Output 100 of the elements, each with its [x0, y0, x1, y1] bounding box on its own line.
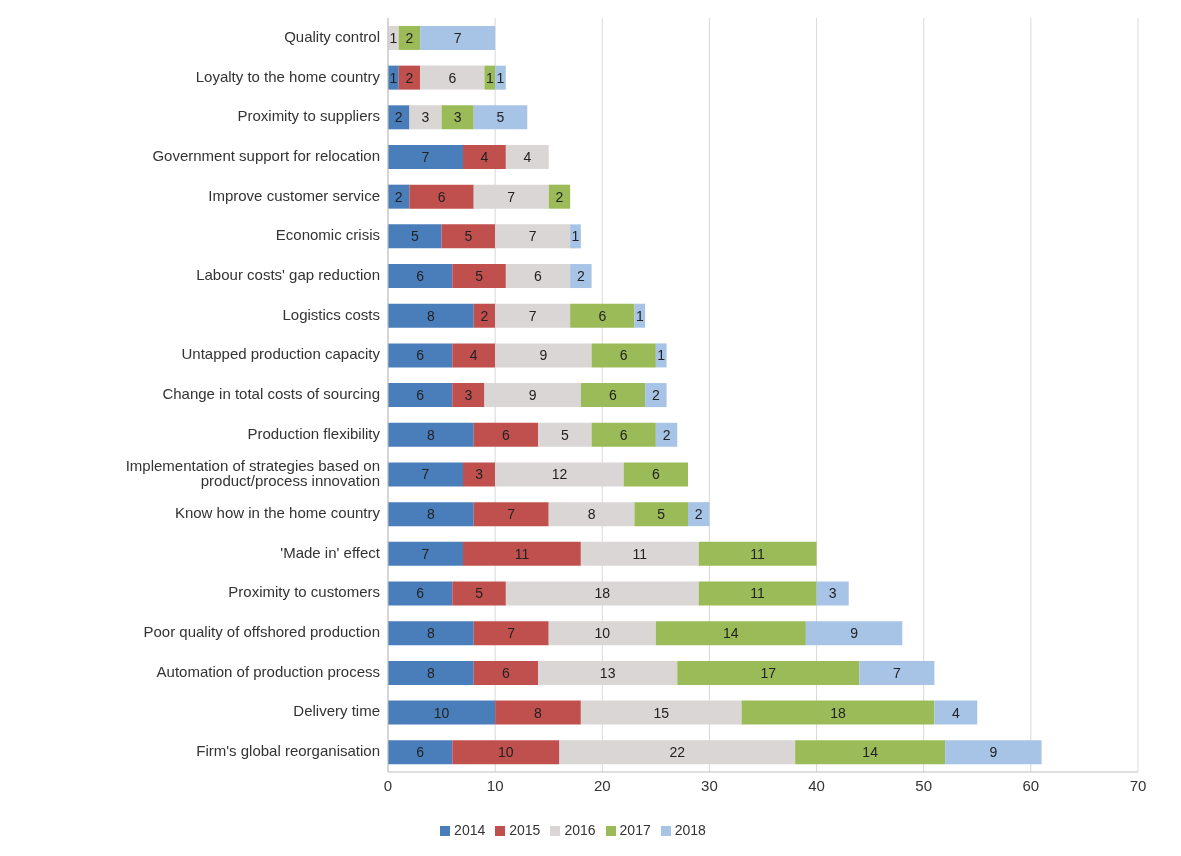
bar [473, 502, 549, 527]
data-label: 6 [416, 744, 425, 761]
data-label: 7 [893, 664, 902, 681]
data-label: 3 [475, 466, 484, 483]
x-tick-label: 50 [915, 776, 933, 794]
data-label: 7 [507, 506, 516, 523]
data-label: 2 [662, 426, 671, 443]
data-label: 9 [528, 387, 537, 404]
bar [934, 700, 978, 725]
data-label: 13 [599, 664, 616, 681]
data-label: 11 [632, 545, 648, 562]
bar [388, 422, 474, 447]
y-tick-label: Logistics costs [282, 305, 380, 323]
bar [484, 65, 496, 90]
bar [570, 224, 581, 249]
bar [388, 581, 453, 606]
data-label: 6 [416, 585, 425, 602]
data-label: 8 [587, 506, 596, 523]
bar [580, 383, 646, 408]
data-label: 8 [426, 307, 435, 324]
data-label: 2 [694, 506, 703, 523]
data-label: 9 [989, 744, 998, 761]
data-label: 10 [594, 625, 611, 642]
data-label: 5 [560, 426, 569, 443]
x-tick-label: 30 [701, 776, 718, 794]
bar [388, 660, 474, 685]
data-label: 5 [657, 506, 666, 523]
bar [452, 264, 506, 289]
bar [388, 740, 453, 765]
bar [388, 303, 474, 328]
bar [591, 343, 656, 368]
data-label: 4 [951, 704, 960, 721]
bar [795, 740, 946, 765]
x-tick-label: 10 [486, 776, 504, 794]
bar [441, 105, 474, 130]
bar [398, 25, 421, 50]
data-label: 2 [480, 307, 489, 324]
data-label: 10 [498, 744, 514, 761]
data-label: 8 [534, 704, 543, 721]
bar [388, 383, 453, 408]
data-label: 6 [416, 347, 425, 364]
bar [505, 144, 549, 169]
bar [570, 303, 635, 328]
data-label: 9 [850, 625, 859, 642]
y-tick-label: Government support for relocation [152, 146, 380, 164]
y-tick-label: Production flexibility [247, 424, 381, 442]
data-label: 22 [669, 744, 686, 761]
y-tick-label: Firm's global reorganisation [196, 742, 380, 760]
bar [473, 422, 538, 447]
data-label: 8 [426, 506, 435, 523]
x-tick-label: 70 [1129, 776, 1147, 794]
bar [677, 660, 860, 685]
data-label: 6 [651, 466, 660, 483]
data-label: 17 [760, 664, 777, 681]
bar [634, 502, 688, 527]
data-label: 1 [496, 69, 505, 86]
data-label: 6 [416, 387, 425, 404]
data-label: 7 [421, 545, 430, 562]
data-label: 6 [416, 268, 425, 285]
data-label: 8 [426, 426, 435, 443]
bar [452, 343, 496, 368]
data-label: 14 [723, 625, 739, 642]
data-label: 7 [528, 307, 537, 324]
y-tick-label: Proximity to suppliers [237, 107, 380, 125]
data-label: 18 [594, 585, 611, 602]
data-label: 2 [555, 188, 564, 205]
bar [473, 105, 528, 130]
y-tick-label: Improve customer service [208, 186, 380, 204]
bar [495, 65, 506, 90]
bar [452, 581, 506, 606]
data-label: 2 [651, 387, 660, 404]
y-tick-label: Untapped production capacity [181, 345, 381, 363]
data-label: 1 [485, 69, 494, 86]
data-label: 14 [862, 744, 879, 761]
bar [388, 224, 442, 249]
bar [473, 660, 538, 685]
bar [463, 541, 581, 566]
y-tick-label: Change in total costs of sourcing [162, 384, 380, 402]
bar [388, 541, 463, 566]
data-label: 3 [453, 109, 462, 126]
data-label: 2 [394, 188, 403, 205]
data-label: 1 [571, 228, 580, 245]
data-label: 6 [501, 426, 510, 443]
data-label: 12 [551, 466, 568, 483]
bar [505, 264, 571, 289]
bar [655, 621, 806, 646]
data-label: 6 [609, 387, 618, 404]
legend-label: 2018 [674, 822, 706, 838]
bar [859, 660, 935, 685]
data-label: 4 [469, 347, 478, 364]
data-label: 6 [619, 347, 628, 364]
data-label: 1 [389, 69, 398, 86]
data-label: 11 [750, 545, 766, 562]
data-label: 2 [405, 29, 414, 46]
bar [538, 422, 592, 447]
data-label: 7 [421, 148, 430, 165]
y-tick-label: Labour costs' gap reduction [196, 265, 380, 283]
data-label: 1 [635, 307, 644, 324]
data-label: 10 [433, 704, 450, 721]
data-label: 6 [437, 188, 446, 205]
